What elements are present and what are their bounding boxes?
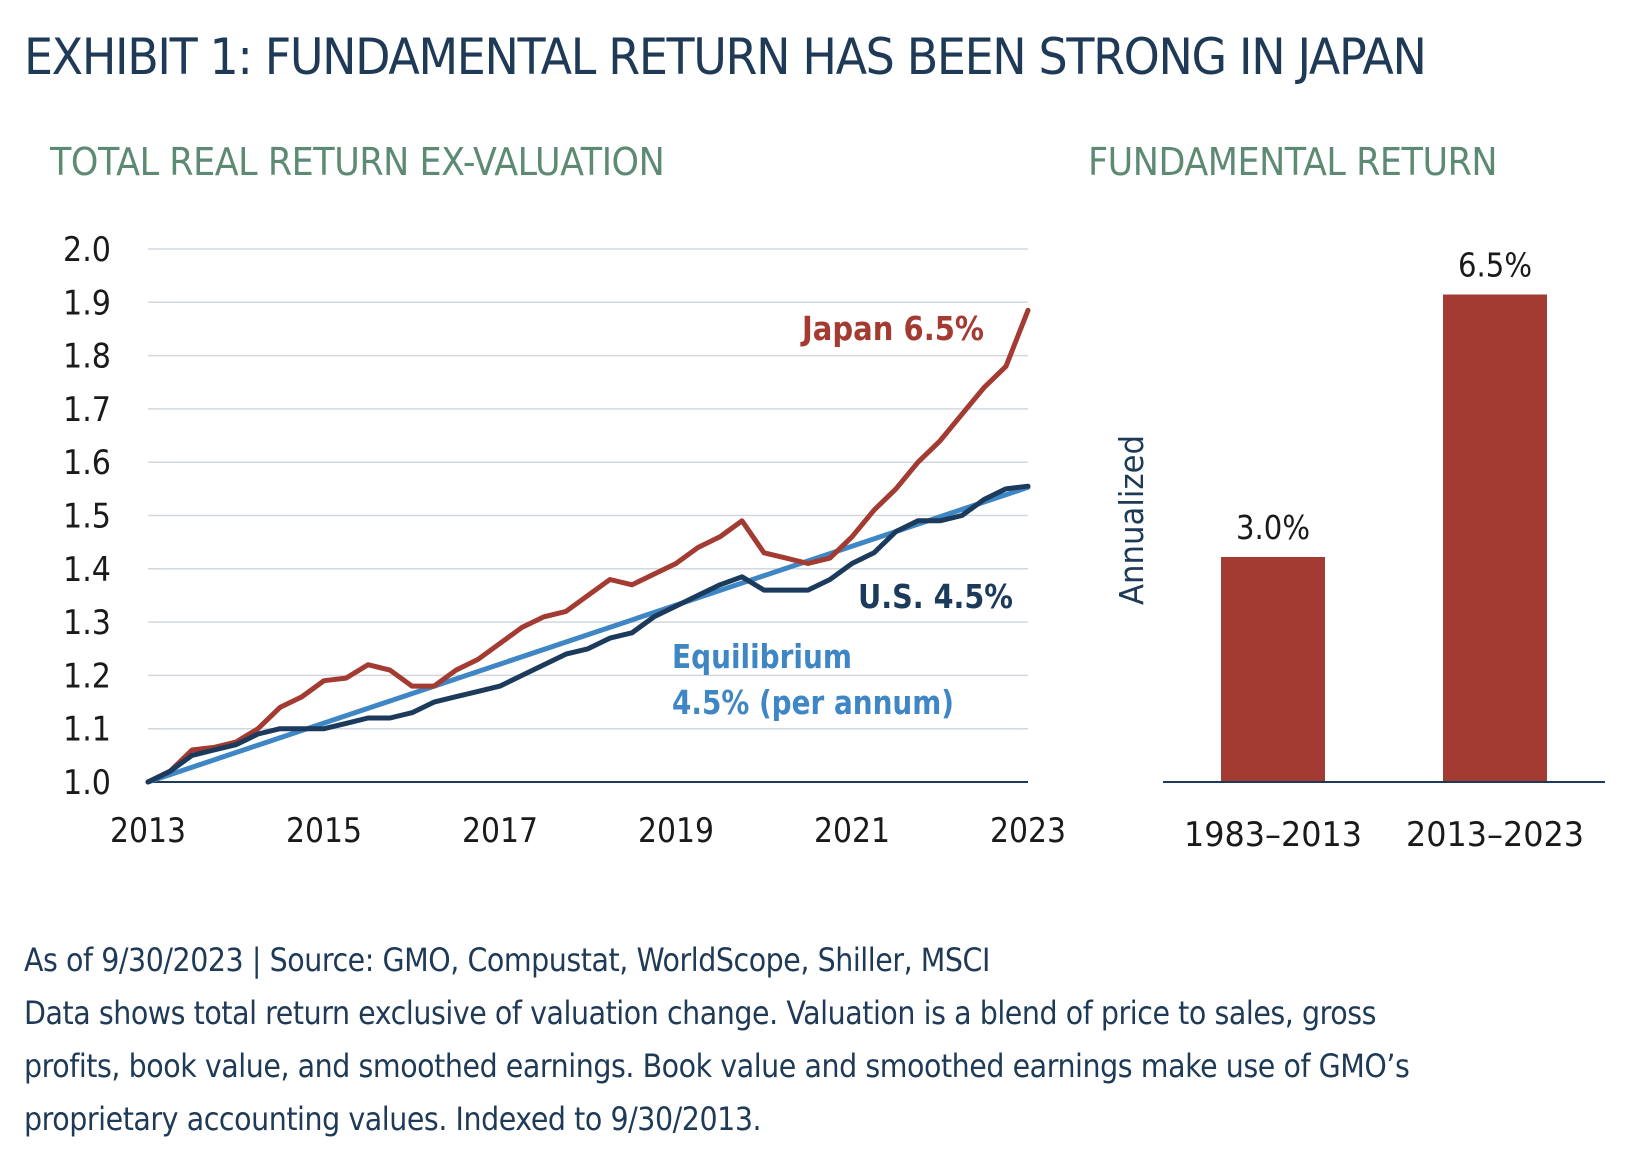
footnote-line: proprietary accounting values. Indexed t… [24,1100,762,1138]
equilibrium-series-line [145,484,1031,785]
charts-canvas: 1.0 1.1 1.2 1.3 1.4 1.5 1.6 1.7 1.8 1.9 2.0 2013 201… [63,230,1605,855]
bar-value-label: 3.0% [1236,508,1310,547]
line-chart: 1.0 1.1 1.2 1.3 1.4 1.5 1.6 1.7 1.8 1.9 2.0 2013 201… [63,230,1066,851]
category-label: 2013–2023 [1406,815,1584,855]
line-chart-title: TOTAL REAL RETURN EX-VALUATION [50,140,665,184]
equilibrium-series-label: 4.5% (per annum) [672,683,954,722]
x-tick-label: 2019 [638,811,714,851]
y-tick-label: 1.6 [63,443,111,483]
japan-series-line [145,307,1031,785]
y-tick-label: 1.1 [63,710,111,750]
footnote-line: profits, book value, and smoothed earnin… [24,1047,1410,1085]
x-tick-label: 2023 [990,811,1066,851]
bar-value-label: 6.5% [1458,246,1532,285]
category-label: 1983–2013 [1184,815,1362,855]
bar-axis-title: Annualized [1112,435,1151,605]
x-tick-label: 2017 [462,811,538,851]
footnote-line: Data shows total return exclusive of val… [24,994,1377,1032]
bar [1443,294,1547,782]
bar-chart: 3.0% 1983–2013 6.5% 2013–2023 Annualized [1112,246,1605,855]
x-tick-label: 2015 [286,811,362,851]
x-tick-label: 2013 [110,811,186,851]
y-tick-label: 1.7 [63,390,111,430]
u-s-series-line [145,483,1031,785]
bar [1221,557,1325,782]
y-tick-label: 1.0 [63,763,111,803]
y-tick-label: 1.9 [63,283,111,323]
bar-chart-title: FUNDAMENTAL RETURN [1088,140,1498,184]
japan-series-label: Japan 6.5% [800,309,984,348]
exhibit-title: EXHIBIT 1: FUNDAMENTAL RETURN HAS BEEN S… [24,28,1427,86]
x-tick-label: 2021 [814,811,890,851]
y-tick-label: 2.0 [63,230,111,270]
y-tick-label: 1.2 [63,656,111,696]
y-tick-label: 1.5 [63,497,111,537]
equilibrium-series-label: Equilibrium [672,637,852,676]
y-tick-label: 1.4 [63,550,111,590]
footnote-description: Data shows total return exclusive of val… [24,987,1410,1146]
us-series-label: U.S. 4.5% [858,577,1013,616]
y-tick-label: 1.8 [63,337,111,377]
y-tick-label: 1.3 [63,603,111,643]
footnote-source: As of 9/30/2023 | Source: GMO, Compustat… [24,941,990,979]
